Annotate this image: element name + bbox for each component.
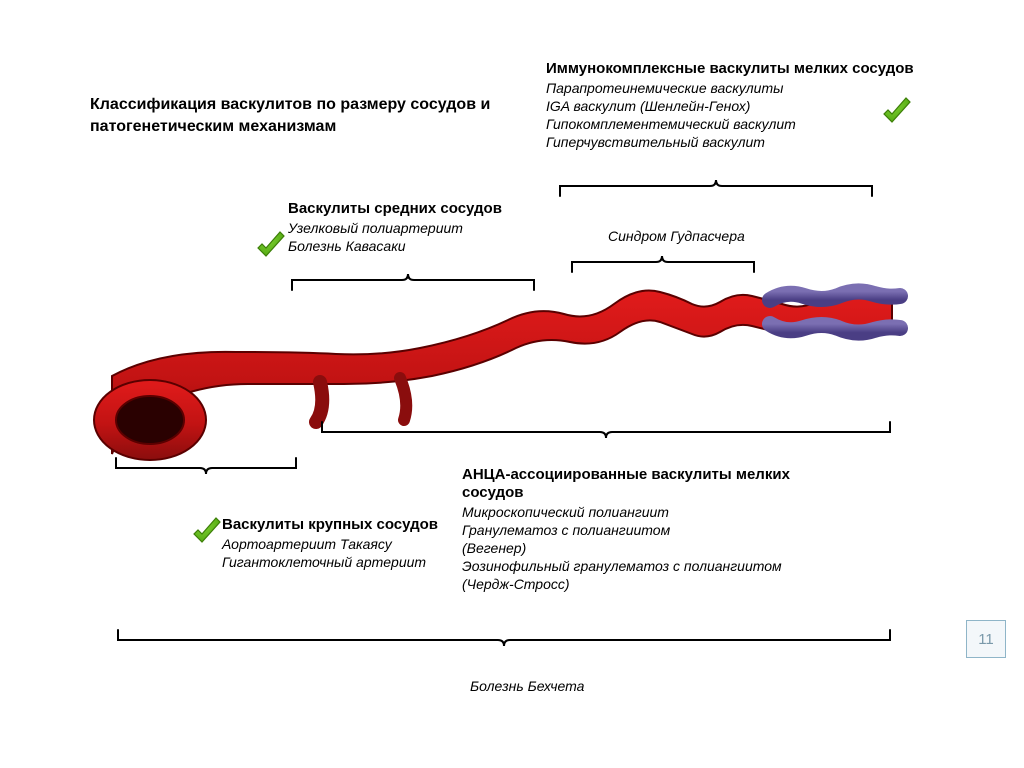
check-icon — [880, 96, 912, 128]
immuno-item-0: Парапротеинемические васкулиты — [546, 80, 783, 96]
diagram-root: Классификация васкулитов по размеру сосу… — [0, 0, 1024, 768]
main-title-line2: патогенетическим механизмам — [90, 118, 336, 136]
anca-item-0: Микроскопический полиангиит — [462, 504, 669, 520]
vessel-illustration — [94, 291, 900, 461]
page-number: 11 — [978, 631, 994, 648]
anca-item-3: Эозинофильный гранулематоз с полиангиито… — [462, 558, 782, 574]
anca-title-1: АНЦА-ассоциированные васкулиты мелких — [462, 466, 790, 483]
immuno-item-2: Гипокомплементемический васкулит — [546, 116, 796, 132]
large-item-1: Гигантоклеточный артериит — [222, 554, 426, 570]
check-icon — [190, 516, 222, 548]
artwork-svg — [0, 0, 1024, 768]
anca-item-4: (Чердж-Стросс) — [462, 576, 570, 592]
behcet-label: Болезнь Бехчета — [470, 678, 584, 694]
medium-title: Васкулиты средних сосудов — [288, 200, 502, 217]
immuno-title: Иммунокомплексные васкулиты мелких сосуд… — [546, 60, 914, 77]
immuno-item-3: Гиперчувствительный васкулит — [546, 134, 765, 150]
anca-item-2: (Вегенер) — [462, 540, 526, 556]
anca-title-2: сосудов — [462, 484, 524, 501]
medium-item-1: Болезнь Кавасаки — [288, 238, 406, 254]
anca-item-1: Гранулематоз с полиангиитом — [462, 522, 670, 538]
medium-item-0: Узелковый полиартериит — [288, 220, 463, 236]
page-number-box: 11 — [966, 620, 1006, 658]
goodpasture-label: Синдром Гудпасчера — [608, 228, 745, 244]
check-icon — [254, 230, 286, 262]
main-title-line1: Классификация васкулитов по размеру сосу… — [90, 96, 490, 114]
large-title: Васкулиты крупных сосудов — [222, 516, 438, 533]
immuno-item-1: IGA васкулит (Шенлейн-Генох) — [546, 98, 750, 114]
large-item-0: Аортоартериит Такаясу — [222, 536, 392, 552]
